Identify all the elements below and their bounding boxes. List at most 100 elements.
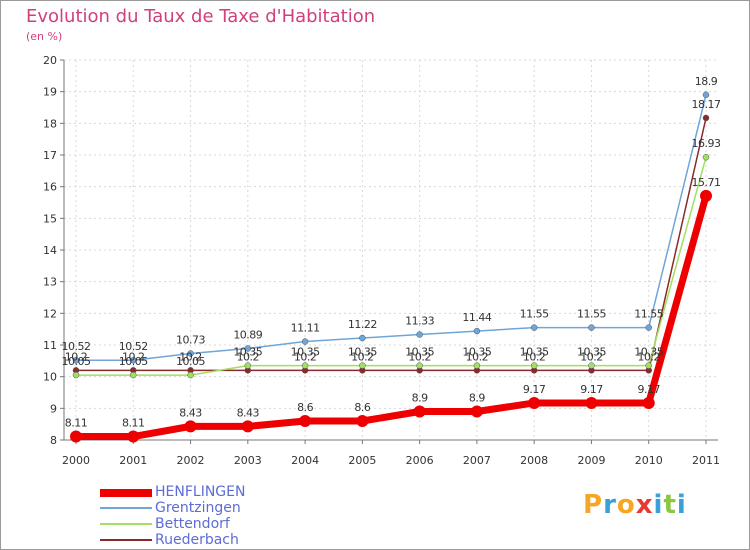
- data-point: [73, 372, 79, 378]
- data-point: [188, 372, 194, 378]
- logo-letter: x: [636, 490, 654, 520]
- data-point: [474, 328, 480, 334]
- legend-swatch: [100, 523, 152, 525]
- data-point: [299, 415, 311, 427]
- legend-label: Grentzingen: [155, 500, 241, 516]
- data-label: 10.2: [580, 350, 603, 363]
- x-tick-label: 2003: [234, 454, 262, 467]
- data-label: 10.2: [237, 350, 260, 363]
- legend-label: Bettendorf: [155, 516, 230, 532]
- y-tick-label: 14: [43, 244, 57, 257]
- x-tick-label: 2002: [177, 454, 205, 467]
- legend-label: HENFLINGEN: [155, 484, 245, 500]
- data-label: 11.33: [405, 315, 434, 328]
- data-label: 8.9: [469, 392, 485, 405]
- data-label: 9.17: [637, 383, 660, 396]
- data-point: [703, 115, 709, 121]
- line-chart: 8910111213141516171819202000200120022003…: [0, 0, 750, 550]
- data-label: 10.2: [466, 350, 489, 363]
- series-lines: [76, 95, 706, 437]
- data-label: 9.17: [523, 383, 546, 396]
- logo-letter: r: [603, 490, 617, 520]
- y-tick-label: 16: [43, 181, 57, 194]
- series-line-bettendorf: [76, 157, 706, 375]
- data-label: 11.55: [577, 308, 606, 321]
- y-tick-label: 9: [50, 402, 57, 415]
- data-point: [588, 325, 594, 331]
- x-tick-label: 2009: [577, 454, 605, 467]
- data-label: 9.17: [580, 383, 603, 396]
- data-label: 8.6: [297, 401, 313, 414]
- series-points: [70, 92, 712, 443]
- data-label: 11.11: [291, 322, 320, 335]
- logo-letter: i: [677, 490, 687, 520]
- data-label: 8.11: [122, 417, 145, 430]
- data-point: [531, 325, 537, 331]
- data-point: [643, 397, 655, 409]
- y-tick-label: 19: [43, 86, 57, 99]
- y-tick-label: 10: [43, 371, 57, 384]
- y-tick-label: 13: [43, 276, 57, 289]
- data-point: [646, 363, 652, 369]
- data-point: [531, 363, 537, 369]
- data-point: [242, 420, 254, 432]
- data-label: 15.71: [692, 176, 721, 189]
- legend-label: Ruederbach: [155, 532, 239, 548]
- x-tick-label: 2008: [520, 454, 548, 467]
- legend-swatch: [100, 507, 152, 509]
- data-point: [70, 431, 82, 443]
- data-point: [359, 335, 365, 341]
- data-point: [302, 339, 308, 345]
- x-tick-label: 2000: [62, 454, 90, 467]
- y-tick-label: 17: [43, 149, 57, 162]
- x-tick-label: 2005: [348, 454, 376, 467]
- y-tick-label: 11: [43, 339, 57, 352]
- data-label: 8.9: [412, 392, 428, 405]
- x-tick-label: 2010: [635, 454, 663, 467]
- data-point: [700, 190, 712, 202]
- y-tick-label: 20: [43, 54, 57, 67]
- series-line-henflingen: [76, 196, 706, 437]
- logo-letter: i: [654, 490, 664, 520]
- data-point: [185, 420, 197, 432]
- data-label: 18.9: [695, 75, 718, 88]
- data-point: [356, 415, 368, 427]
- logo-letter: o: [617, 490, 636, 520]
- data-label: 8.43: [179, 406, 202, 419]
- data-point: [703, 154, 709, 160]
- data-point: [528, 397, 540, 409]
- data-label: 10.2: [65, 350, 88, 363]
- data-point: [359, 363, 365, 369]
- data-point: [417, 332, 423, 338]
- data-point: [585, 397, 597, 409]
- data-point: [245, 363, 251, 369]
- data-label: 10.73: [176, 334, 205, 347]
- series-line-ruederbach: [76, 118, 706, 370]
- x-tick-label: 2011: [692, 454, 720, 467]
- series-line-grentzingen: [76, 95, 706, 360]
- data-label: 10.2: [523, 350, 546, 363]
- legend-swatch: [100, 539, 152, 541]
- data-point: [130, 372, 136, 378]
- data-point: [474, 363, 480, 369]
- data-point: [414, 406, 426, 418]
- y-tick-label: 12: [43, 307, 57, 320]
- data-label: 8.43: [237, 406, 260, 419]
- data-label: 11.44: [462, 311, 491, 324]
- data-point: [417, 363, 423, 369]
- data-label: 10.2: [408, 350, 431, 363]
- data-point: [588, 363, 594, 369]
- grid-lines: [64, 60, 718, 440]
- data-label: 18.17: [692, 98, 721, 111]
- data-label: 10.2: [122, 350, 145, 363]
- legend-swatch: [100, 489, 152, 497]
- y-tick-label: 18: [43, 117, 57, 130]
- data-point: [127, 431, 139, 443]
- data-label: 10.2: [294, 350, 317, 363]
- x-tick-label: 2007: [463, 454, 491, 467]
- data-label: 10.2: [351, 350, 374, 363]
- y-tick-label: 15: [43, 212, 57, 225]
- logo-letter: t: [663, 490, 676, 520]
- data-point: [471, 406, 483, 418]
- data-label: 11.22: [348, 318, 377, 331]
